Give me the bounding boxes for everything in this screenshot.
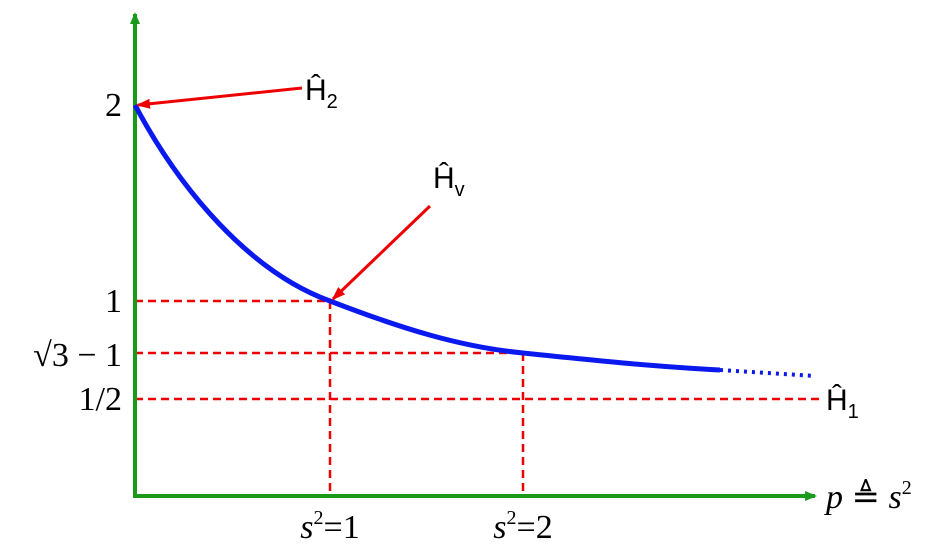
x-label-sup: 2 <box>507 507 517 529</box>
annotation: Ĥ1 <box>826 384 859 423</box>
annotation-sub: 1 <box>848 401 859 423</box>
x-label-rest: =1 <box>324 509 360 546</box>
x-axis-sym: ≜ <box>843 478 889 516</box>
annotation-sub: v <box>455 179 465 201</box>
guides <box>135 299 820 496</box>
x-axis-label: p ≜ s2 <box>824 477 912 516</box>
x-axis-var: p <box>824 479 843 516</box>
x-label-rest: =2 <box>517 509 553 546</box>
annotation: Ĥv <box>433 162 465 201</box>
y-label: 1/2 <box>79 381 122 418</box>
curve <box>132 103 721 373</box>
x-axis-sup: 2 <box>902 477 912 499</box>
y-label: 2 <box>105 87 122 124</box>
y-label: √3 − 1 <box>33 337 122 374</box>
x-axis-base: s <box>889 479 902 516</box>
annotation-text: Ĥ <box>433 162 455 195</box>
x-label: s2=2 <box>493 507 552 546</box>
x-label: s2=1 <box>300 507 359 546</box>
annotation-text: Ĥ <box>826 384 848 417</box>
curve-extension <box>719 368 816 378</box>
annotation-text: Ĥ <box>305 74 327 107</box>
y-label: 1 <box>105 283 122 320</box>
arrow <box>331 204 432 301</box>
arrow <box>136 86 303 109</box>
x-label-base: s <box>493 509 506 546</box>
annotation-sub: 2 <box>327 91 338 113</box>
x-label-sup: 2 <box>314 507 324 529</box>
annotation: Ĥ2 <box>305 74 338 113</box>
x-label-base: s <box>300 509 313 546</box>
